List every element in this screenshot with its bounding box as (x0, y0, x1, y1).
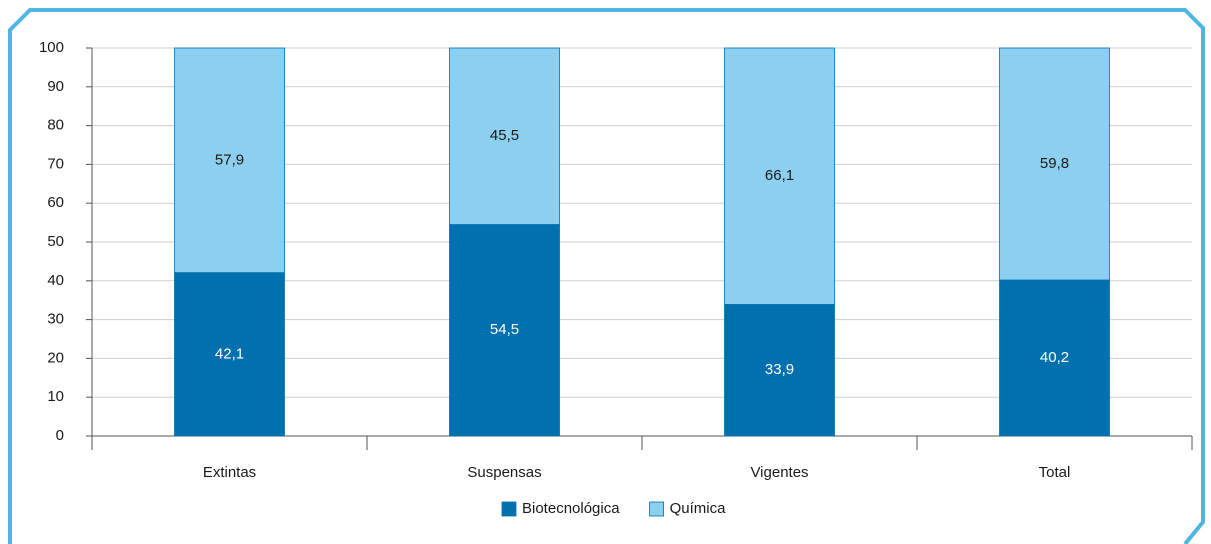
data-label: 45,5 (490, 127, 519, 144)
y-tick-label: 50 (47, 233, 64, 250)
y-tick-label: 60 (47, 194, 64, 211)
bar-segment (449, 224, 560, 437)
data-label: 33,9 (765, 361, 794, 378)
x-tick-label: Extintas (203, 464, 256, 481)
frame (8, 8, 1205, 544)
y-tick-label: 90 (47, 78, 64, 95)
y-tick-label: 30 (47, 311, 64, 328)
bar-segment (724, 47, 835, 305)
y-tick-label: 0 (56, 427, 64, 444)
data-label: 59,8 (1040, 155, 1069, 172)
bar-segment (174, 272, 285, 437)
legend-swatch (649, 501, 664, 517)
y-tick-label: 100 (39, 39, 64, 56)
x-tick-label: Vigentes (750, 464, 808, 481)
data-label: 42,1 (215, 345, 244, 362)
x-tick-label: Suspensas (467, 464, 541, 481)
legend-label: Química (670, 500, 727, 517)
y-tick-label: 10 (47, 388, 64, 405)
data-label: 54,5 (490, 321, 519, 338)
y-tick-label: 80 (47, 117, 64, 134)
y-tick-label: 20 (47, 349, 64, 366)
data-label: 66,1 (765, 167, 794, 184)
x-tick-label: Total (1039, 464, 1071, 481)
bar-segment (999, 279, 1110, 437)
bar-segment (174, 47, 285, 274)
bar-segment (449, 47, 560, 225)
bar-segment (999, 47, 1110, 281)
y-tick-label: 70 (47, 155, 64, 172)
data-label: 40,2 (1040, 349, 1069, 366)
data-label: 57,9 (215, 151, 244, 168)
bar-segment (724, 304, 835, 437)
legend-label: Biotecnológica (522, 500, 620, 517)
y-tick-label: 40 (47, 272, 64, 289)
legend-swatch (501, 501, 517, 517)
